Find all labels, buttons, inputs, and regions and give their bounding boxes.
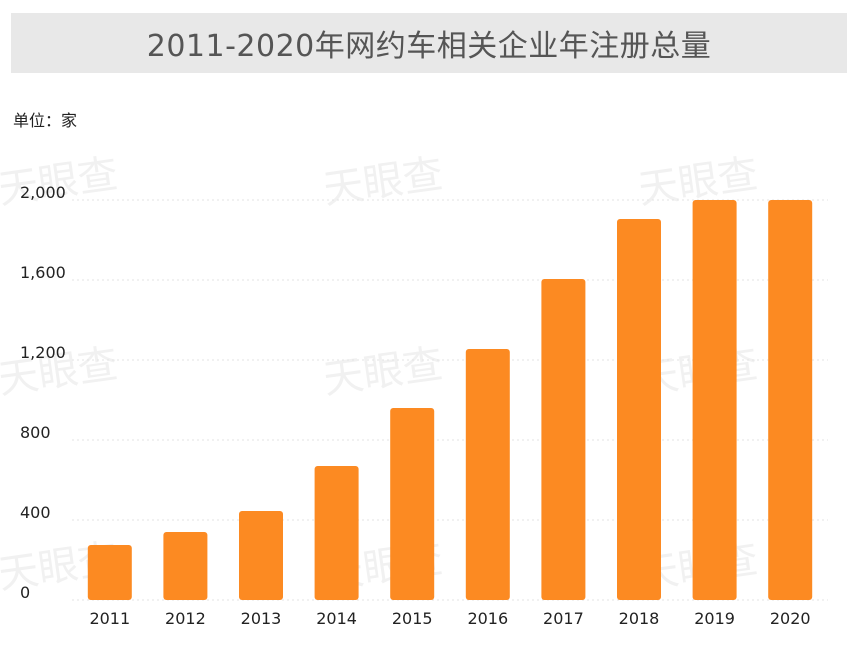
x-tick-label: 2013 bbox=[241, 609, 282, 628]
bar-2020 bbox=[768, 200, 813, 600]
x-tick-label: 2015 bbox=[392, 609, 433, 628]
chart-title: 2011-2020年网约车相关企业年注册总量 bbox=[146, 29, 712, 64]
bar-2011 bbox=[87, 545, 132, 600]
y-tick-label: 0 bbox=[20, 583, 30, 602]
bar-2017 bbox=[541, 279, 586, 600]
title-bar: 2011-2020年网约车相关企业年注册总量 bbox=[11, 13, 847, 73]
bar-2016 bbox=[465, 349, 510, 600]
bars bbox=[87, 200, 813, 600]
x-tick-label: 2018 bbox=[619, 609, 660, 628]
x-tick-label: 2017 bbox=[543, 609, 584, 628]
x-tick-label: 2016 bbox=[467, 609, 508, 628]
x-tick-label: 2011 bbox=[89, 609, 130, 628]
x-tick-label: 2014 bbox=[316, 609, 357, 628]
bar-2015 bbox=[390, 408, 435, 600]
y-tick-label: 2,000 bbox=[20, 183, 66, 202]
y-axis: 0 400 800 1,200 1,600 2,000 bbox=[20, 183, 66, 602]
x-tick-label: 2012 bbox=[165, 609, 206, 628]
bar-2013 bbox=[239, 511, 283, 600]
bar-2012 bbox=[163, 532, 208, 600]
unit-label: 单位：家 bbox=[13, 111, 78, 130]
y-tick-label: 1,600 bbox=[20, 263, 66, 282]
bar-2014 bbox=[314, 466, 359, 600]
y-tick-label: 800 bbox=[20, 423, 51, 442]
x-tick-label: 2020 bbox=[770, 609, 811, 628]
watermark-logo: 天眼查 bbox=[321, 151, 446, 213]
bar-2019 bbox=[692, 200, 737, 600]
watermark-logo: 天眼查 bbox=[321, 341, 446, 403]
y-tick-label: 400 bbox=[20, 503, 51, 522]
x-tick-label: 2019 bbox=[694, 609, 735, 628]
y-tick-label: 1,200 bbox=[20, 343, 66, 362]
x-axis: 2011 2012 2013 2014 2015 2016 2017 2018 2019 2020 bbox=[89, 609, 810, 628]
bar-2018 bbox=[617, 219, 661, 600]
